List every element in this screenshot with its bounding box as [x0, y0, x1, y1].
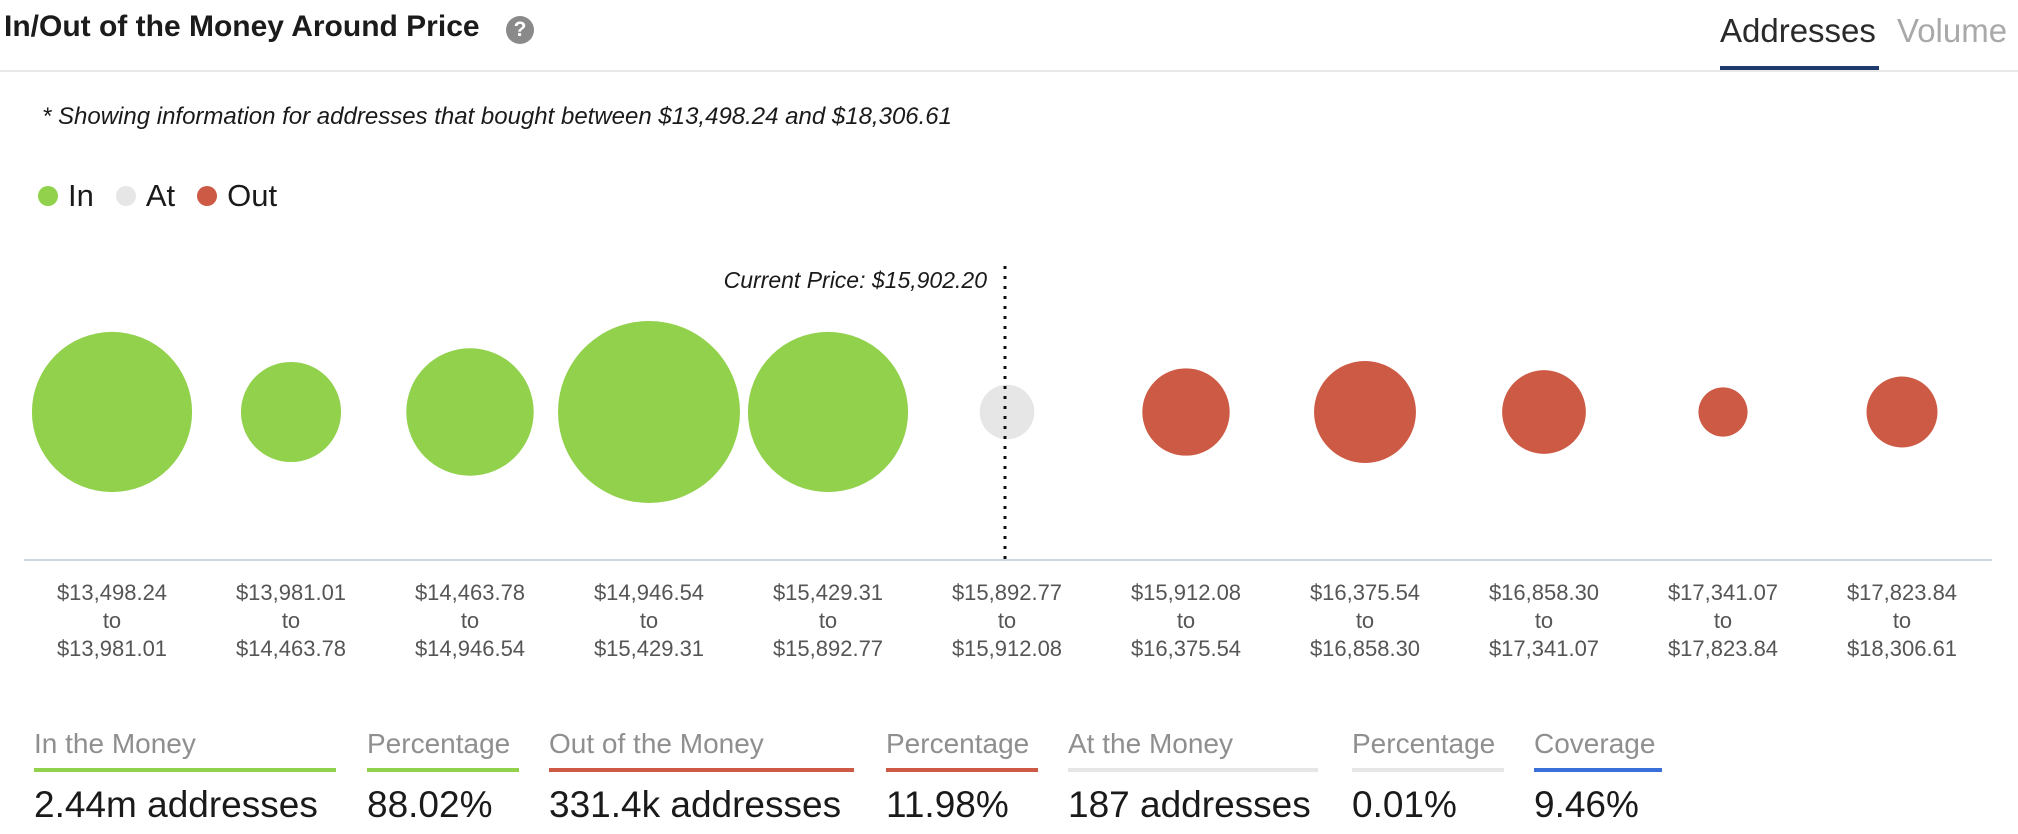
- bubble-in: [240, 361, 342, 463]
- tick-label: $16,375.54: [1131, 636, 1241, 661]
- tick-label: $14,463.78: [415, 580, 525, 605]
- bubble-out: [1866, 376, 1938, 448]
- tick-label: $13,981.01: [57, 636, 167, 661]
- tick-label: $16,858.30: [1489, 580, 1599, 605]
- stat-out-percentage: Percentage 11.98%: [886, 728, 1038, 826]
- page-title: In/Out of the Money Around Price: [4, 10, 480, 43]
- tick-label: $15,912.08: [1131, 580, 1241, 605]
- tick-label: $14,946.54: [415, 636, 525, 661]
- tick-label: $15,429.31: [773, 580, 883, 605]
- legend: In At Out: [38, 176, 299, 216]
- tick-label: $18,306.61: [1847, 636, 1957, 661]
- stat-label: At the Money: [1068, 728, 1233, 759]
- tick-label-to: to: [1177, 608, 1195, 633]
- bubble-in: [406, 348, 534, 476]
- tick-label-to: to: [103, 608, 121, 633]
- stat-value: 9.46%: [1534, 784, 1639, 825]
- bubble-at: [979, 384, 1035, 440]
- stat-label: Out of the Money: [549, 728, 764, 759]
- tab-addresses[interactable]: Addresses: [1720, 12, 1876, 49]
- stat-out-of-the-money: Out of the Money 331.4k addresses: [549, 728, 854, 826]
- stat-at-the-money: At the Money 187 addresses: [1068, 728, 1318, 826]
- active-tab-underline: [1720, 66, 1879, 70]
- bubble-in: [558, 321, 740, 503]
- tick-label: $17,823.84: [1847, 580, 1957, 605]
- legend-item-out[interactable]: Out: [197, 178, 277, 214]
- stat-value: 88.02%: [367, 784, 493, 825]
- tick-label: $14,463.78: [236, 636, 346, 661]
- legend-dot-in: [38, 186, 58, 206]
- header: In/Out of the Money Around Price ? Addre…: [0, 0, 2018, 72]
- stat-underline: [1534, 768, 1662, 772]
- tick-label-to: to: [282, 608, 300, 633]
- stat-underline: [549, 768, 854, 772]
- help-icon[interactable]: ?: [506, 16, 534, 44]
- stat-label: Percentage: [886, 728, 1030, 759]
- current-price-label: Current Price: $15,902.20: [724, 267, 988, 293]
- bubble-in: [747, 331, 909, 493]
- tick-label-to: to: [819, 608, 837, 633]
- tick-label: $15,912.08: [952, 636, 1062, 661]
- legend-label-at: At: [145, 178, 176, 213]
- legend-item-in[interactable]: In: [38, 178, 94, 214]
- stat-value: 0.01%: [1352, 784, 1457, 825]
- tick-label: $13,981.01: [236, 580, 346, 605]
- stat-underline: [367, 768, 519, 772]
- bubble-out: [1698, 387, 1748, 437]
- tick-label-to: to: [1893, 608, 1911, 633]
- tick-label-to: to: [1535, 608, 1553, 633]
- stat-value: 187 addresses: [1068, 784, 1311, 825]
- tick-label-to: to: [640, 608, 658, 633]
- stat-label: Coverage: [1534, 728, 1656, 759]
- tick-label: $16,858.30: [1310, 636, 1420, 661]
- bubble-out: [1142, 368, 1230, 456]
- tick-label-to: to: [998, 608, 1016, 633]
- legend-label-out: Out: [227, 178, 278, 213]
- tick-label: $17,823.84: [1668, 636, 1778, 661]
- stat-underline: [1352, 768, 1504, 772]
- stat-underline: [1068, 768, 1318, 772]
- legend-dot-at: [115, 186, 136, 206]
- stat-value: 331.4k addresses: [549, 784, 842, 825]
- bubble-out: [1314, 361, 1416, 463]
- stat-value: 2.44m addresses: [34, 784, 318, 825]
- legend-item-at[interactable]: At: [115, 178, 176, 214]
- tick-label: $14,946.54: [594, 580, 704, 605]
- tick-label-to: to: [1714, 608, 1732, 633]
- tab-volume[interactable]: Volume: [1897, 12, 2008, 49]
- bubble-out: [1502, 370, 1586, 454]
- info-note: * Showing information for addresses that…: [42, 103, 952, 130]
- bubble-in: [31, 331, 193, 493]
- stat-label: In the Money: [34, 728, 196, 759]
- tick-label: $17,341.07: [1668, 580, 1778, 605]
- stat-coverage: Coverage 9.46%: [1534, 728, 1662, 826]
- legend-label-in: In: [68, 178, 94, 213]
- stat-value: 11.98%: [886, 784, 1009, 825]
- tick-label: $15,892.77: [952, 580, 1062, 605]
- tick-label: $16,375.54: [1310, 580, 1420, 605]
- stat-in-the-money: In the Money 2.44m addresses: [34, 728, 336, 826]
- tick-label-to: to: [461, 608, 479, 633]
- stat-in-percentage: Percentage 88.02%: [367, 728, 519, 826]
- tick-label-to: to: [1356, 608, 1374, 633]
- stat-label: Percentage: [1352, 728, 1496, 759]
- tick-label: $17,341.07: [1489, 636, 1599, 661]
- tick-label: $15,429.31: [594, 636, 704, 661]
- bubble-chart: $13,498.24 to $13,981.01 $13,981.01 to $14,46…: [24, 266, 1992, 661]
- stat-underline: [886, 768, 1038, 772]
- legend-dot-out: [197, 186, 218, 206]
- stat-at-percentage: Percentage 0.01%: [1352, 728, 1504, 826]
- tick-label: $13,498.24: [57, 580, 167, 605]
- stat-underline: [34, 768, 336, 772]
- tick-label: $15,892.77: [773, 636, 883, 661]
- stat-label: Percentage: [367, 728, 511, 759]
